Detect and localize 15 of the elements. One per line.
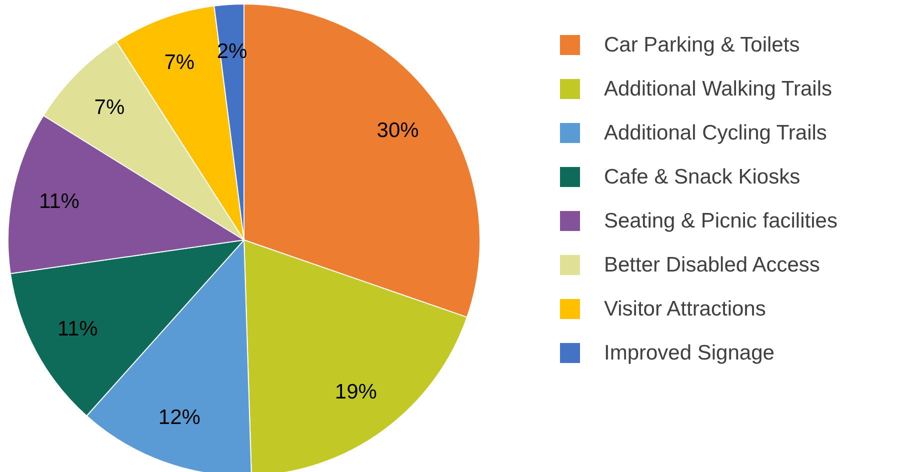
data-label: 19% — [334, 380, 377, 404]
data-label: 12% — [158, 406, 200, 429]
legend-label: Additional Cycling Trails — [604, 122, 827, 144]
data-label: 30% — [376, 118, 419, 142]
legend-label: Better Disabled Access — [604, 254, 820, 276]
legend-label: Cafe & Snack Kiosks — [604, 166, 800, 188]
legend-label: Car Parking & Toilets — [604, 34, 800, 56]
legend-label: Seating & Picnic facilities — [604, 210, 838, 232]
legend-label: Visitor Attractions — [604, 298, 766, 320]
data-label: 11% — [38, 190, 80, 213]
legend-label: Improved Signage — [604, 342, 774, 364]
legend-label: Additional Walking Trails — [604, 78, 832, 100]
data-label: 7% — [164, 51, 195, 74]
data-label: 7% — [94, 96, 125, 120]
data-label: 11% — [57, 318, 98, 341]
